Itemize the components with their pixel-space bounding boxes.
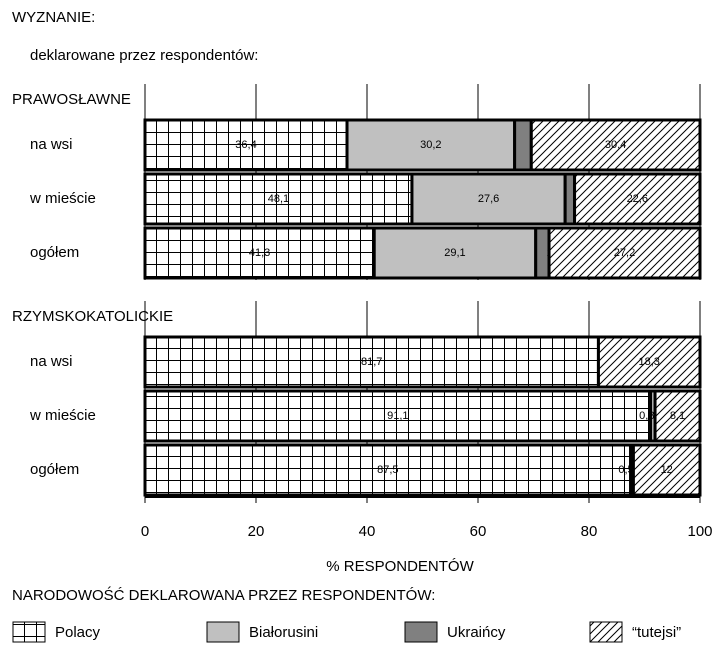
category-label: ogółem <box>30 461 79 478</box>
value-label: 48,1 <box>268 193 289 205</box>
value-label: 18,3 <box>639 356 660 368</box>
x-tick-label: 20 <box>248 523 265 540</box>
group-label: PRAWOSŁAWNE <box>12 91 131 108</box>
legend-label: “tutejsi” <box>632 624 681 641</box>
value-label: 27,2 <box>614 247 635 259</box>
legend-label: Polacy <box>55 624 101 641</box>
group-label: RZYMSKOKATOLICKIE <box>12 308 173 325</box>
value-label: 22,6 <box>627 193 648 205</box>
value-label: 91,1 <box>387 410 408 422</box>
value-label: 81,7 <box>361 356 382 368</box>
bar-segment <box>143 118 349 172</box>
value-label: 29,1 <box>444 247 465 259</box>
bar-segment <box>547 226 702 280</box>
x-tick-label: 60 <box>470 523 487 540</box>
legend-swatch <box>12 621 46 643</box>
bar-segment <box>143 389 653 443</box>
value-label: 27,6 <box>478 193 499 205</box>
bar-segment <box>631 443 702 497</box>
bar-segment <box>596 335 702 389</box>
bar-segment <box>345 118 517 172</box>
category-label: ogółem <box>30 244 79 261</box>
value-label: 0,8 <box>639 410 654 422</box>
x-tick-label: 0 <box>141 523 149 540</box>
bar-segment <box>143 443 633 497</box>
bar-segment <box>513 118 533 172</box>
value-label: 41,3 <box>249 247 270 259</box>
chart-subtitle: deklarowane przez respondentów: <box>30 47 258 64</box>
chart-title: WYZNANIE: <box>12 9 95 26</box>
legend-swatch <box>206 621 240 643</box>
category-label: na wsi <box>30 353 73 370</box>
legend-swatch <box>404 621 438 643</box>
legend-label: Białorusini <box>249 624 318 641</box>
bar-segment <box>573 172 702 226</box>
legend-label: Ukraińcy <box>447 624 506 641</box>
bar-segment <box>143 226 376 280</box>
bar-segment <box>653 389 702 443</box>
value-label: 30,4 <box>605 139 626 151</box>
value-label: 12 <box>661 464 673 476</box>
category-label: na wsi <box>30 136 73 153</box>
category-label: w mieście <box>29 407 96 424</box>
x-tick-label: 40 <box>359 523 376 540</box>
x-axis-label: % RESPONDENTÓW <box>326 558 474 575</box>
bar-segment <box>143 335 600 389</box>
bar-segment <box>410 172 567 226</box>
value-label: 30,2 <box>420 139 441 151</box>
x-tick-label: 80 <box>581 523 598 540</box>
legend-title: NARODOWOŚĆ DEKLAROWANA PRZEZ RESPONDENTÓ… <box>12 586 435 604</box>
value-label: 8,1 <box>670 410 685 422</box>
x-tick-label: 100 <box>687 523 712 540</box>
category-label: w mieście <box>29 190 96 207</box>
value-label: 87,5 <box>377 464 398 476</box>
value-label: 0,5 <box>618 464 633 476</box>
bar-segment <box>529 118 702 172</box>
value-label: 36,4 <box>235 139 256 151</box>
legend-swatch <box>589 621 623 643</box>
